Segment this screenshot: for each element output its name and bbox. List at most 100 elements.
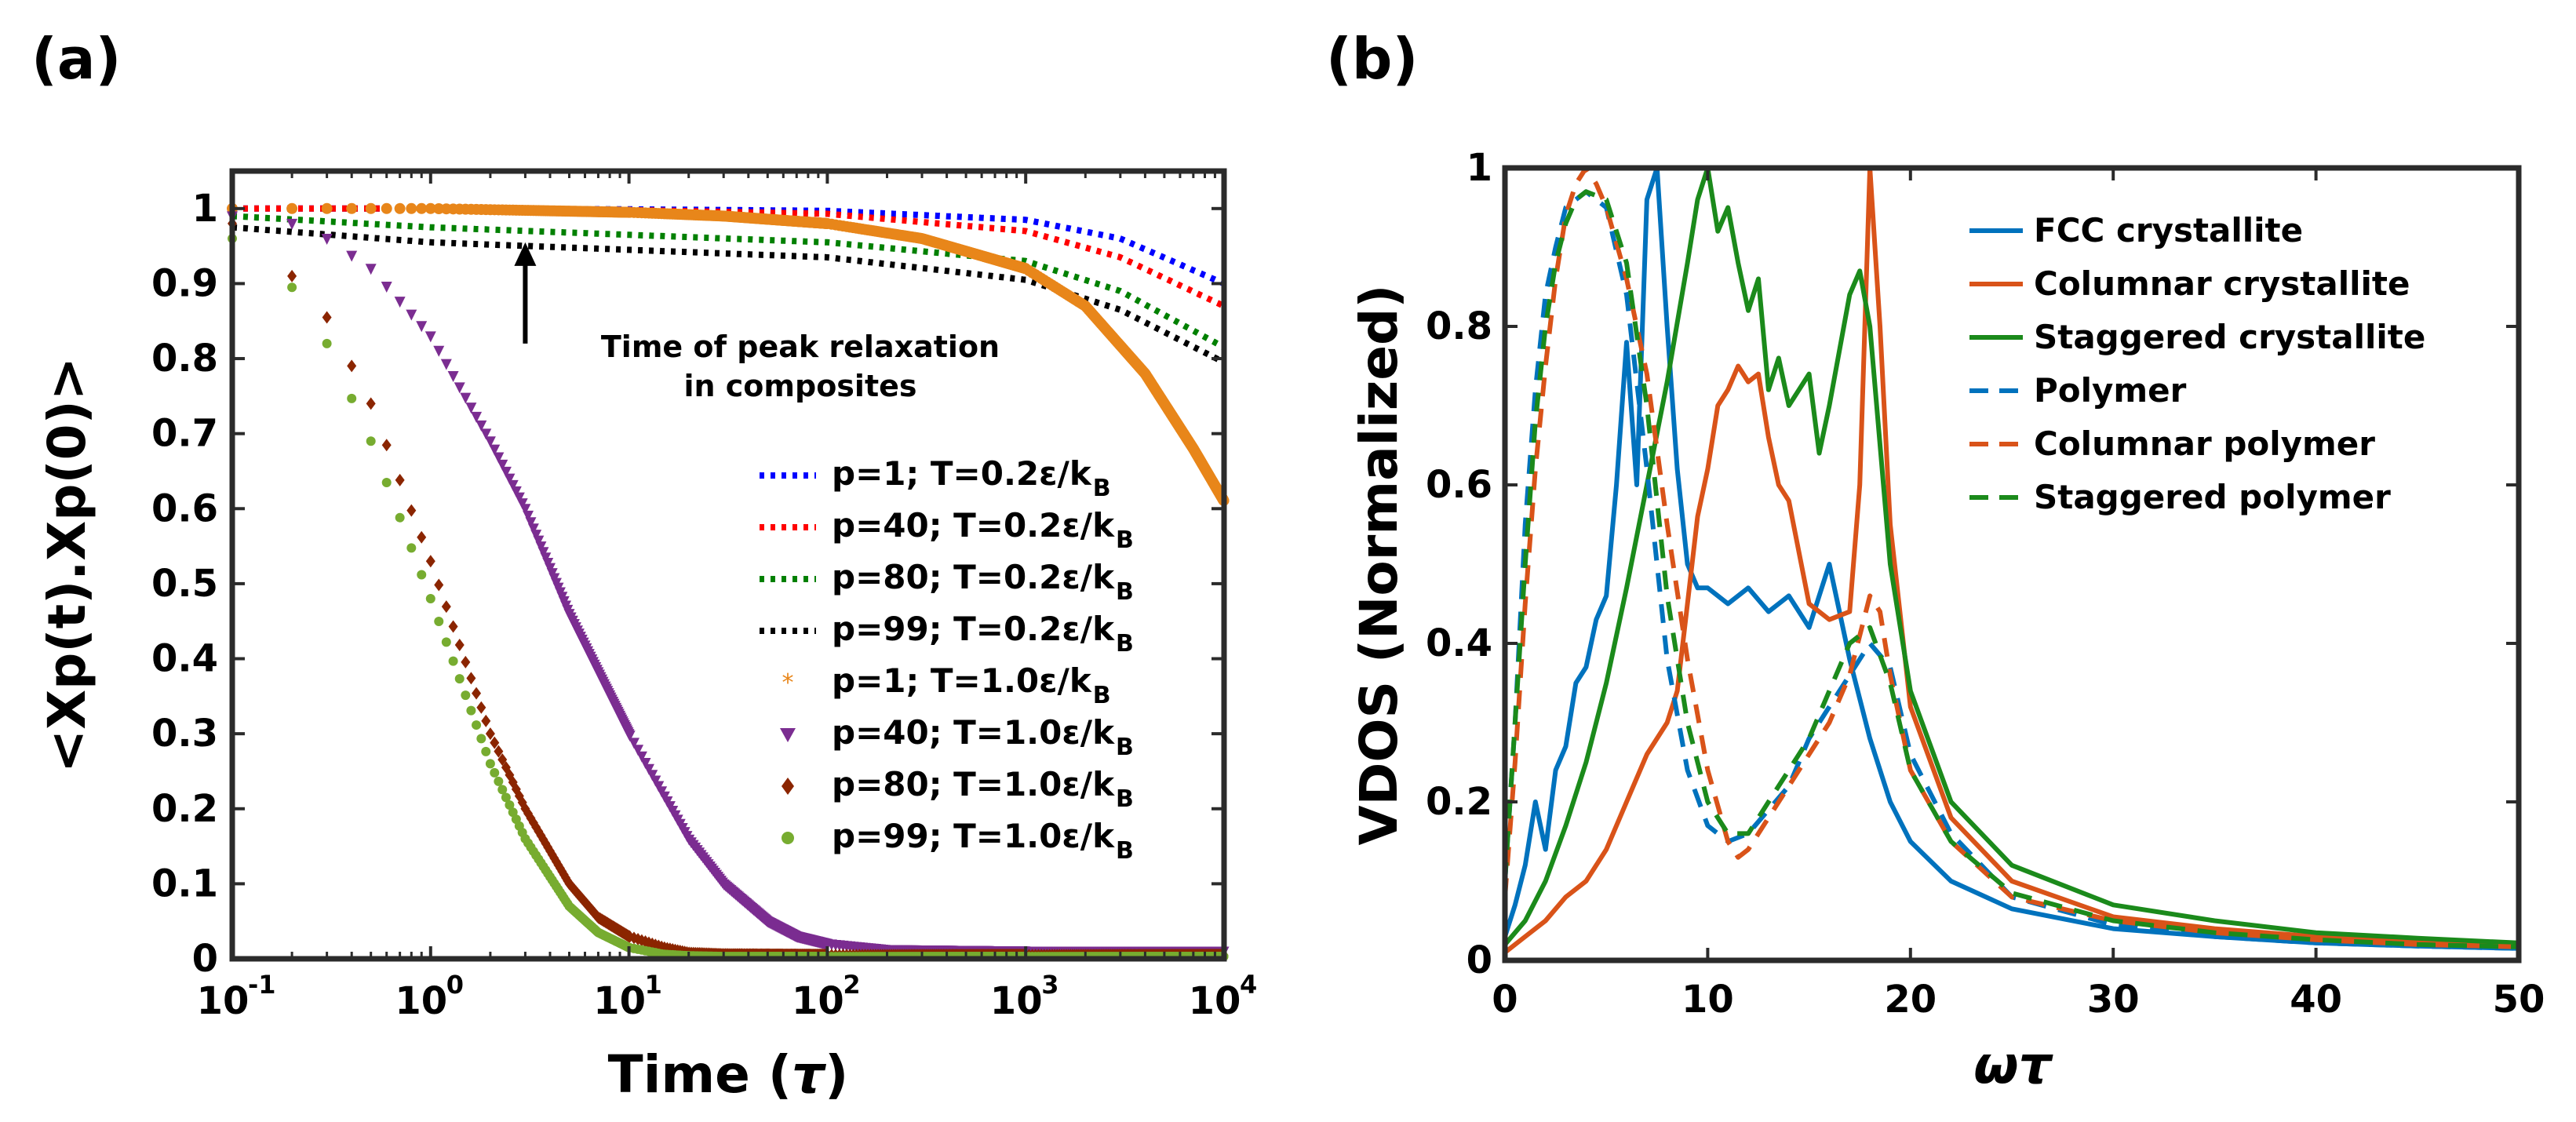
legend-label-subscript: B [1116,734,1134,761]
series-line [231,224,1226,366]
data-point [461,655,471,668]
y-tick-label: 0.6 [1426,463,1492,507]
annotation-arrowhead [514,242,537,266]
data-point [505,800,515,811]
data-point [507,479,519,491]
legend-item: p=99; T=0.2ε/k B [760,610,1134,658]
x-tick-label: 40 [2290,978,2342,1022]
data-point [471,411,483,423]
y-tick-label: 0.7 [151,412,218,456]
data-point [322,338,332,348]
data-point [647,770,658,781]
legend-item: p=99; T=1.0ε/k B [782,817,1134,865]
x-tick-label: 10 [792,979,844,1023]
data-point [395,512,405,523]
annotation-line-1: Time of peak relaxation [601,330,1000,364]
data-point [346,202,358,214]
x-tick-label: 20 [1884,978,1937,1022]
data-point [424,202,436,214]
data-point [472,720,482,730]
data-point [366,436,376,446]
legend-label-subscript: B [1093,475,1111,502]
y-tick-label: 0 [192,937,218,981]
data-point [406,202,417,214]
legend-swatch [780,728,796,742]
panel-a-frame [229,168,1227,962]
legend-label: p=80; T=0.2ε/k [832,558,1115,596]
x-tick-label: 10 [990,979,1043,1023]
data-point [481,746,491,756]
legend-item: p=40; T=1.0ε/k B [780,713,1134,761]
x-tick-label: 0 [1492,978,1518,1022]
data-point [381,478,392,488]
data-point [287,282,297,293]
data-point [497,785,508,795]
data-point [475,420,487,432]
y-tick-label: 0.4 [151,637,218,681]
legend-label: p=40; T=1.0ε/k [832,713,1115,752]
data-point [381,439,392,452]
data-point [632,745,644,756]
data-point [497,753,508,767]
data-point [519,504,531,515]
panel-b-frame [1502,165,2522,964]
data-point [494,776,504,786]
legend-label: p=99; T=1.0ε/k [832,817,1115,855]
data-point [513,492,525,504]
data-point [322,311,332,324]
data-point [365,264,377,275]
legend-label: Polymer [2034,371,2187,410]
y-tick-label: 0.5 [151,562,218,606]
annotation-line-2: in composites [683,369,916,403]
data-point [485,727,495,741]
data-point [497,459,508,471]
x-tick-label: 10 [1189,979,1241,1023]
legend-label-subscript: B [1116,785,1134,813]
legend-label-subscript: B [1116,837,1134,865]
data-point [489,444,501,456]
svg-text:Time (τ): Time (τ) [608,1044,849,1105]
panel-b-legend: FCC crystallite Columnar crystallite Stagg… [1969,211,2425,516]
panel-a-label: (a) [31,26,121,92]
data-point [366,397,376,410]
data-point [425,594,435,604]
data-point [406,543,417,553]
data-point [287,269,297,282]
legend-item: * p=1; T=1.0ε/k B [782,661,1111,709]
data-point [440,359,452,370]
data-point [480,428,492,440]
series-columnar-crystallite [1503,166,2520,955]
panel-b-xlabel: ωτ [1973,1035,2053,1095]
data-point [321,202,333,214]
data-point [286,218,298,230]
data-point [639,757,651,769]
series-staggered-polymer [1503,189,2520,949]
y-tick-label: 1 [192,187,218,231]
data-point [530,530,542,541]
legend-item: Columnar polymer [1969,424,2375,463]
data-point [365,202,377,214]
panel-a-xlabel: Time (τ) [608,1044,849,1105]
legend-label: p=99; T=0.2ε/k [832,610,1115,648]
x-tick-label: 30 [2087,978,2140,1022]
series-p-80-t-0-2-kb [231,213,1226,351]
panel-a-xlabel-text: Time [608,1044,750,1105]
data-point [643,763,654,775]
x-tick-exponent: 3 [1041,970,1058,1000]
data-point [347,393,357,403]
series-staggered-crystallite [1503,166,2520,946]
data-point [504,473,516,485]
data-point [628,738,639,749]
data-point [394,297,406,308]
series-line [232,205,1226,309]
legend-label: p=1; T=1.0ε/k [832,661,1092,700]
y-tick-label: 0.6 [151,486,218,530]
legend-item: FCC crystallite [1969,211,2303,250]
x-tick-exponent: 1 [645,970,662,1000]
data-point [523,510,534,522]
data-point [516,498,528,510]
legend-label-subscript: B [1093,682,1111,709]
data-point [406,309,417,321]
x-tick-label: 50 [2493,978,2545,1022]
data-point [535,541,547,553]
